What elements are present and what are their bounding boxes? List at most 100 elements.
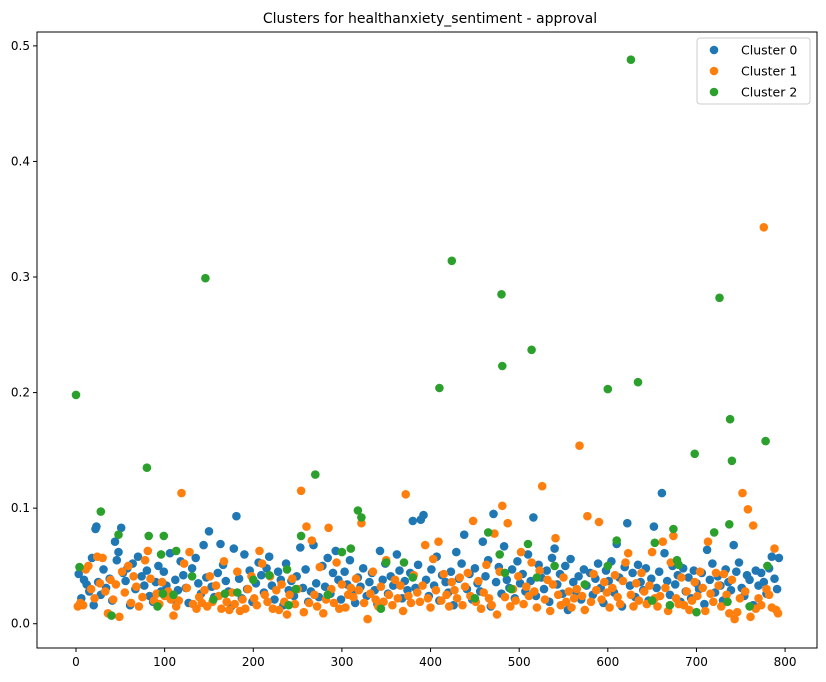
point-cluster-1-8 (95, 579, 105, 588)
point-cluster-1-21 (132, 582, 141, 591)
point-cluster-0-32 (154, 561, 163, 571)
point-cluster-1-5 (86, 584, 96, 594)
point-cluster-1-183 (575, 441, 584, 451)
point-cluster-1-106 (368, 567, 378, 576)
point-cluster-1-67 (260, 590, 270, 600)
point-cluster-2-9 (158, 589, 168, 598)
point-cluster-1-139 (458, 600, 467, 610)
point-cluster-1-17 (120, 588, 130, 597)
point-cluster-2-58 (690, 449, 699, 459)
point-cluster-1-13 (108, 595, 118, 604)
point-cluster-2-12 (171, 546, 181, 556)
point-cluster-0-59 (229, 544, 239, 553)
point-cluster-1-185 (580, 605, 590, 615)
point-cluster-1-165 (527, 558, 536, 567)
point-cluster-1-40 (185, 547, 194, 557)
point-cluster-1-238 (722, 590, 731, 600)
point-cluster-2-33 (408, 573, 418, 582)
point-cluster-0-176 (547, 553, 557, 563)
point-cluster-1-110 (379, 597, 388, 607)
point-cluster-1-16 (117, 567, 127, 576)
point-cluster-1-136 (450, 585, 459, 595)
point-cluster-1-20 (129, 572, 138, 581)
point-cluster-1-6 (90, 594, 99, 603)
point-cluster-2-29 (357, 513, 366, 522)
point-cluster-0-150 (478, 537, 488, 546)
point-cluster-0-53 (213, 568, 223, 578)
point-cluster-2-31 (381, 558, 391, 567)
point-cluster-2-65 (727, 456, 737, 466)
point-cluster-2-49 (603, 561, 613, 571)
point-cluster-1-156 (503, 518, 512, 528)
point-cluster-1-251 (756, 600, 766, 610)
point-cluster-1-61 (243, 584, 253, 594)
point-cluster-1-138 (455, 573, 465, 582)
point-cluster-0-161 (507, 565, 517, 574)
point-cluster-1-93 (332, 558, 341, 567)
point-cluster-0-106 (358, 564, 368, 573)
point-cluster-1-258 (773, 609, 783, 618)
point-cluster-2-4 (114, 530, 123, 539)
legend: Cluster 0 Cluster 1 Cluster 2 (696, 37, 811, 105)
point-cluster-0-99 (340, 567, 349, 576)
point-cluster-1-2 (78, 600, 88, 610)
point-cluster-0-142 (457, 559, 466, 568)
point-cluster-1-188 (589, 569, 598, 579)
point-cluster-0-72 (264, 552, 274, 561)
point-cluster-1-54 (225, 605, 234, 615)
point-cluster-1-88 (319, 609, 328, 618)
point-cluster-1-137 (452, 594, 462, 603)
point-cluster-1-202 (626, 590, 636, 600)
point-cluster-1-167 (532, 603, 542, 612)
point-cluster-1-227 (693, 591, 702, 601)
point-cluster-0-258 (767, 552, 777, 561)
point-cluster-2-18 (249, 575, 258, 585)
point-cluster-1-133 (442, 590, 451, 600)
point-cluster-1-187 (586, 597, 596, 607)
point-cluster-1-73 (277, 580, 286, 589)
point-cluster-1-178 (561, 597, 571, 607)
legend-box (696, 37, 811, 105)
point-cluster-1-161 (516, 547, 526, 557)
point-cluster-0-18 (116, 523, 126, 533)
point-cluster-1-81 (299, 607, 309, 617)
y-tick-label-1: 0.1 (11, 501, 30, 515)
point-cluster-1-181 (569, 594, 579, 603)
point-cluster-0-0 (74, 569, 83, 579)
point-cluster-0-206 (628, 568, 637, 578)
point-cluster-1-141 (463, 568, 473, 578)
point-cluster-0-218 (660, 548, 669, 558)
point-cluster-1-129 (431, 585, 441, 595)
point-cluster-2-61 (715, 293, 724, 303)
point-cluster-0-83 (296, 543, 305, 552)
point-cluster-0-140 (452, 547, 461, 557)
point-cluster-2-67 (763, 561, 772, 571)
point-cluster-0-101 (345, 555, 355, 565)
axes-layer: 0 100 200 300 400 500 600 700 800 0.0 0.1 0.2 0.3 0.4… (11, 31, 818, 669)
point-cluster-1-25 (143, 546, 153, 556)
legend-label-0: Cluster 0 (741, 43, 797, 58)
legend-label-2: Cluster 2 (741, 85, 797, 100)
x-tick-label-7: 700 (685, 655, 708, 669)
point-cluster-1-233 (709, 597, 718, 607)
point-cluster-1-23 (138, 592, 147, 602)
point-cluster-1-80 (296, 486, 306, 496)
point-cluster-1-256 (770, 544, 779, 553)
point-cluster-2-14 (201, 273, 210, 283)
point-cluster-1-236 (717, 602, 726, 611)
point-cluster-1-26 (146, 574, 155, 583)
y-tick-label-5: 0.5 (11, 39, 30, 53)
point-cluster-1-130 (434, 537, 443, 546)
point-cluster-1-204 (631, 579, 641, 588)
point-cluster-1-177 (559, 573, 568, 582)
point-cluster-0-217 (657, 488, 667, 498)
point-cluster-1-145 (474, 576, 483, 586)
point-cluster-1-252 (759, 223, 769, 232)
point-cluster-0-184 (569, 577, 578, 587)
legend-label-1: Cluster 1 (741, 64, 797, 79)
point-cluster-2-48 (603, 384, 613, 394)
point-cluster-1-53 (222, 597, 231, 607)
point-cluster-2-7 (153, 602, 162, 611)
point-cluster-1-203 (629, 602, 638, 611)
